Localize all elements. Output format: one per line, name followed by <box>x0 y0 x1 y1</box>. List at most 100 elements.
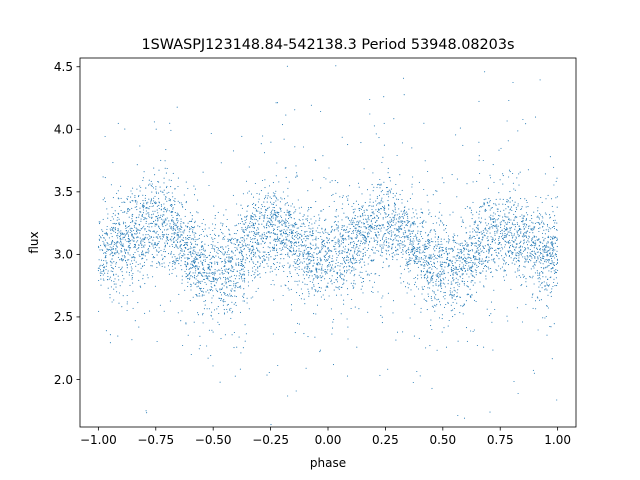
data-point <box>392 258 394 260</box>
data-point <box>152 187 155 189</box>
data-point <box>134 246 136 248</box>
data-point <box>506 201 508 203</box>
data-point <box>303 258 305 260</box>
data-point <box>272 209 274 211</box>
data-point <box>400 282 402 284</box>
data-point <box>176 246 178 248</box>
data-point <box>359 261 362 263</box>
data-point <box>198 281 200 283</box>
data-point <box>131 278 133 280</box>
data-point <box>456 272 458 274</box>
data-point <box>361 234 363 236</box>
data-point <box>359 215 361 217</box>
data-point <box>442 246 444 249</box>
data-point <box>389 226 391 228</box>
data-point <box>266 374 268 376</box>
data-point <box>127 235 130 237</box>
data-point <box>405 231 407 233</box>
data-point <box>400 221 402 223</box>
data-point <box>133 255 135 257</box>
data-point <box>111 206 113 208</box>
data-point <box>308 250 310 253</box>
data-point <box>296 273 298 275</box>
data-point <box>313 285 315 287</box>
data-point <box>122 245 124 247</box>
data-point <box>335 286 337 288</box>
data-point <box>271 221 273 223</box>
data-point <box>264 233 266 236</box>
data-point <box>539 224 541 226</box>
data-point <box>373 239 375 241</box>
data-point <box>121 259 123 262</box>
data-point <box>197 199 199 201</box>
data-point <box>317 237 319 240</box>
data-point <box>450 287 452 289</box>
data-point <box>471 294 473 296</box>
data-point <box>452 211 454 213</box>
data-point <box>360 258 362 260</box>
data-point <box>332 268 334 270</box>
data-point <box>440 238 442 240</box>
data-point <box>445 346 448 348</box>
data-point <box>131 193 133 195</box>
data-point <box>296 174 298 176</box>
data-point <box>533 265 535 267</box>
data-point <box>235 262 237 264</box>
data-point <box>501 236 503 238</box>
data-point <box>506 228 508 230</box>
data-point <box>315 230 317 232</box>
data-point <box>433 291 435 293</box>
data-point <box>126 259 129 261</box>
data-point <box>555 277 557 279</box>
data-point <box>547 254 549 256</box>
data-point <box>300 233 302 235</box>
data-point <box>358 223 360 225</box>
data-point <box>191 220 193 222</box>
data-point <box>439 270 441 272</box>
data-point <box>386 229 388 231</box>
data-point <box>150 265 152 267</box>
data-point <box>131 207 133 209</box>
data-point <box>336 228 338 230</box>
data-point <box>100 271 102 273</box>
data-point <box>103 260 105 262</box>
data-point <box>209 272 211 274</box>
data-point <box>214 234 217 237</box>
data-point <box>414 258 416 260</box>
data-point <box>463 264 465 266</box>
data-point <box>488 256 490 258</box>
data-point <box>365 209 367 211</box>
data-point <box>331 283 333 285</box>
data-point <box>336 209 338 211</box>
data-point <box>110 261 112 263</box>
data-point <box>227 240 229 243</box>
data-point <box>241 243 243 245</box>
data-point <box>294 258 296 260</box>
data-point <box>176 222 179 224</box>
data-point <box>498 192 500 194</box>
data-point <box>543 223 545 225</box>
data-point <box>431 328 433 331</box>
data-point <box>269 201 272 203</box>
data-point <box>341 219 343 221</box>
data-point <box>202 269 205 271</box>
data-point <box>232 270 234 272</box>
data-point <box>495 269 497 271</box>
data-point <box>139 229 141 231</box>
data-point <box>99 221 101 223</box>
data-point <box>160 214 162 216</box>
data-point <box>217 211 219 213</box>
data-point <box>356 252 359 254</box>
data-point <box>427 295 430 297</box>
data-point <box>225 246 227 248</box>
data-point <box>225 283 227 285</box>
data-point <box>120 197 122 199</box>
data-point <box>116 250 118 252</box>
data-point <box>230 261 232 263</box>
data-point <box>217 291 219 293</box>
data-point <box>323 232 325 234</box>
data-point <box>150 222 153 224</box>
data-point <box>517 130 519 132</box>
data-point <box>374 247 377 249</box>
data-point <box>416 213 418 215</box>
